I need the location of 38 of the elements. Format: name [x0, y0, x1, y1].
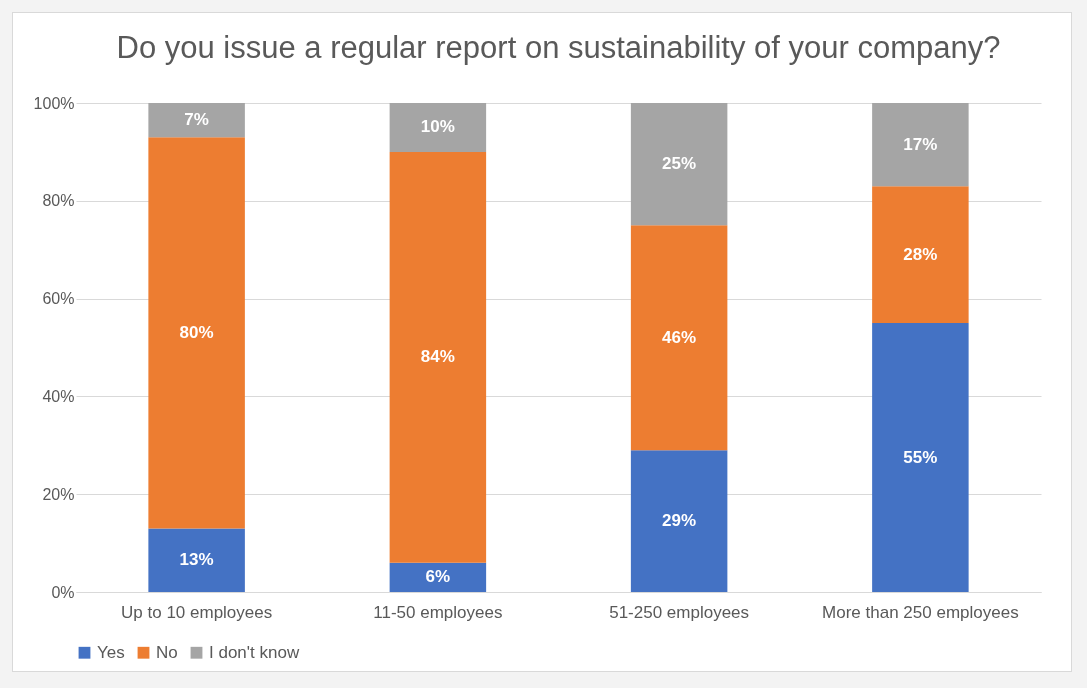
legend-label: I don't know	[209, 642, 300, 662]
y-tick-label: 0%	[51, 583, 75, 601]
bar	[148, 103, 245, 138]
data-label: 10%	[420, 117, 455, 137]
bar	[148, 137, 245, 529]
x-tick-label: Up to 10 employees	[121, 602, 273, 622]
bar	[872, 103, 969, 187]
bar	[630, 225, 728, 451]
data-label: 46%	[662, 327, 697, 347]
bar	[389, 151, 487, 563]
data-label: 17%	[903, 134, 938, 154]
data-label: 6%	[425, 567, 451, 587]
data-label: 13%	[179, 550, 214, 570]
x-tick-label: 11-50 employees	[373, 602, 503, 622]
bar	[148, 528, 245, 592]
data-label: 80%	[179, 322, 214, 342]
data-label: 25%	[662, 154, 697, 174]
y-tick-label: 60%	[42, 290, 75, 308]
legend-label: No	[156, 642, 178, 662]
y-tick-label: 20%	[42, 485, 75, 503]
chart-title: Do you issue a regular report on sustainability of your company?	[116, 30, 1001, 65]
bar	[389, 562, 487, 592]
data-label: 7%	[184, 110, 209, 130]
legend-label: Yes	[97, 642, 125, 662]
data-label: 55%	[903, 447, 938, 467]
x-tick-label: 51-250 employees	[609, 602, 750, 622]
bar	[872, 186, 969, 324]
bar	[630, 450, 728, 592]
y-tick-label: 100%	[33, 94, 75, 112]
y-tick-label: 40%	[42, 387, 75, 405]
x-tick-label: More than 250 employees	[822, 602, 1019, 622]
data-label: 84%	[420, 347, 455, 367]
data-label: 28%	[903, 244, 938, 264]
bar	[389, 103, 487, 152]
y-tick-label: 80%	[42, 192, 75, 210]
bar	[630, 103, 728, 226]
bar	[872, 323, 969, 592]
data-label: 29%	[662, 511, 697, 531]
